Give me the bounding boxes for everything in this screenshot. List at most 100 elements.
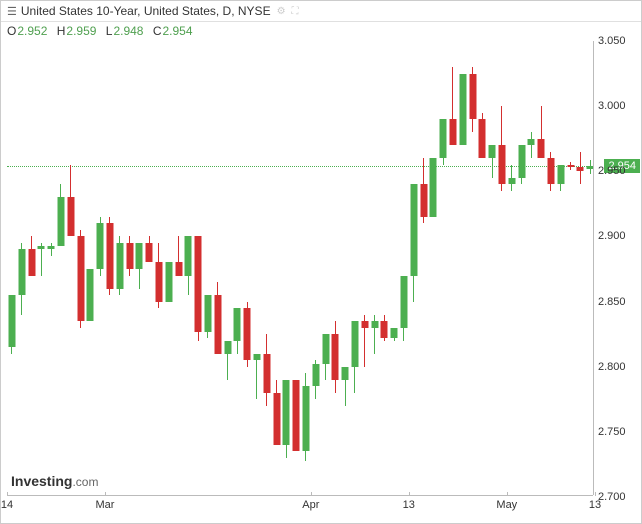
candle bbox=[410, 41, 417, 497]
candle bbox=[528, 41, 535, 497]
candle bbox=[283, 41, 290, 497]
candle bbox=[77, 41, 84, 497]
x-tick-mark bbox=[409, 492, 410, 496]
x-tick-label: 13 bbox=[403, 499, 415, 511]
x-tick-label: Apr bbox=[302, 499, 319, 511]
candle bbox=[18, 41, 25, 497]
candle bbox=[469, 41, 476, 497]
candle bbox=[420, 41, 427, 497]
ohlc-h-value: 2.959 bbox=[66, 24, 96, 38]
candle bbox=[577, 41, 584, 497]
y-tick-label: 3.000 bbox=[598, 100, 626, 112]
candle bbox=[508, 41, 515, 497]
ohlc-l-value: 2.948 bbox=[113, 24, 143, 38]
candle bbox=[57, 41, 64, 497]
candle bbox=[67, 41, 74, 497]
candle bbox=[273, 41, 280, 497]
x-tick-label: 13 bbox=[589, 499, 601, 511]
candle bbox=[195, 41, 202, 497]
candle bbox=[224, 41, 231, 497]
y-tick-label: 2.700 bbox=[598, 491, 626, 503]
candle bbox=[136, 41, 143, 497]
candle bbox=[567, 41, 574, 497]
candle bbox=[38, 41, 45, 497]
candle bbox=[244, 41, 251, 497]
candle bbox=[322, 41, 329, 497]
candle bbox=[459, 41, 466, 497]
y-tick-label: 2.750 bbox=[598, 426, 626, 438]
candle bbox=[400, 41, 407, 497]
gear-icon[interactable]: ⚙ bbox=[277, 6, 286, 17]
candle bbox=[479, 41, 486, 497]
candle bbox=[106, 41, 113, 497]
watermark-suffix: .com bbox=[72, 475, 98, 489]
candle bbox=[87, 41, 94, 497]
candle bbox=[204, 41, 211, 497]
y-axis: 2.7002.7502.8002.8502.9002.9503.0003.050 bbox=[593, 41, 641, 495]
candle bbox=[538, 41, 545, 497]
candle bbox=[28, 41, 35, 497]
ohlc-o-label: O bbox=[7, 24, 16, 38]
candle bbox=[391, 41, 398, 497]
candle bbox=[155, 41, 162, 497]
chart-container: ☰ United States 10-Year, United States, … bbox=[0, 0, 642, 524]
candle bbox=[185, 41, 192, 497]
candle bbox=[293, 41, 300, 497]
candle bbox=[214, 41, 221, 497]
candle bbox=[146, 41, 153, 497]
candle bbox=[361, 41, 368, 497]
x-tick-label: Mar bbox=[96, 499, 115, 511]
x-tick-mark bbox=[7, 492, 8, 496]
candle bbox=[351, 41, 358, 497]
ohlc-l-label: L bbox=[106, 24, 113, 38]
y-tick-label: 2.800 bbox=[598, 361, 626, 373]
y-tick-label: 3.050 bbox=[598, 35, 626, 47]
candle bbox=[116, 41, 123, 497]
candle bbox=[175, 41, 182, 497]
candle bbox=[48, 41, 55, 497]
chart-header: ☰ United States 10-Year, United States, … bbox=[1, 1, 641, 22]
plot-area[interactable]: 2.954 bbox=[7, 41, 593, 495]
ohlc-o-value: 2.952 bbox=[17, 24, 47, 38]
watermark-brand: Investing bbox=[11, 473, 72, 489]
x-tick-mark bbox=[507, 492, 508, 496]
candle bbox=[557, 41, 564, 497]
ohlc-c-label: C bbox=[153, 24, 162, 38]
candle bbox=[547, 41, 554, 497]
x-tick-mark bbox=[311, 492, 312, 496]
y-tick-label: 2.950 bbox=[598, 165, 626, 177]
candle bbox=[440, 41, 447, 497]
x-tick-label: 14 bbox=[1, 499, 13, 511]
candle bbox=[332, 41, 339, 497]
candle bbox=[518, 41, 525, 497]
ohlc-row: O2.952 H2.959 L2.948 C2.954 bbox=[1, 22, 641, 42]
candle bbox=[234, 41, 241, 497]
x-axis: 14MarApr13May13 bbox=[7, 495, 593, 523]
candle bbox=[8, 41, 15, 497]
ohlc-h-label: H bbox=[57, 24, 66, 38]
y-tick-label: 2.850 bbox=[598, 296, 626, 308]
candle bbox=[263, 41, 270, 497]
x-tick-mark bbox=[105, 492, 106, 496]
watermark: Investing.com bbox=[11, 473, 98, 489]
candle bbox=[498, 41, 505, 497]
candle bbox=[302, 41, 309, 497]
candle bbox=[126, 41, 133, 497]
chart-title: United States 10-Year, United States, D,… bbox=[21, 4, 271, 18]
candle bbox=[381, 41, 388, 497]
y-tick-label: 2.900 bbox=[598, 230, 626, 242]
candle bbox=[253, 41, 260, 497]
chart-bars-icon: ☰ bbox=[7, 5, 17, 18]
ohlc-c-value: 2.954 bbox=[163, 24, 193, 38]
candle bbox=[449, 41, 456, 497]
candle bbox=[312, 41, 319, 497]
candle bbox=[165, 41, 172, 497]
candle bbox=[489, 41, 496, 497]
candle bbox=[430, 41, 437, 497]
fullscreen-icon[interactable]: ⛶ bbox=[292, 6, 299, 17]
candle bbox=[371, 41, 378, 497]
candle bbox=[342, 41, 349, 497]
candle bbox=[97, 41, 104, 497]
x-tick-label: May bbox=[496, 499, 517, 511]
x-tick-mark bbox=[595, 492, 596, 496]
